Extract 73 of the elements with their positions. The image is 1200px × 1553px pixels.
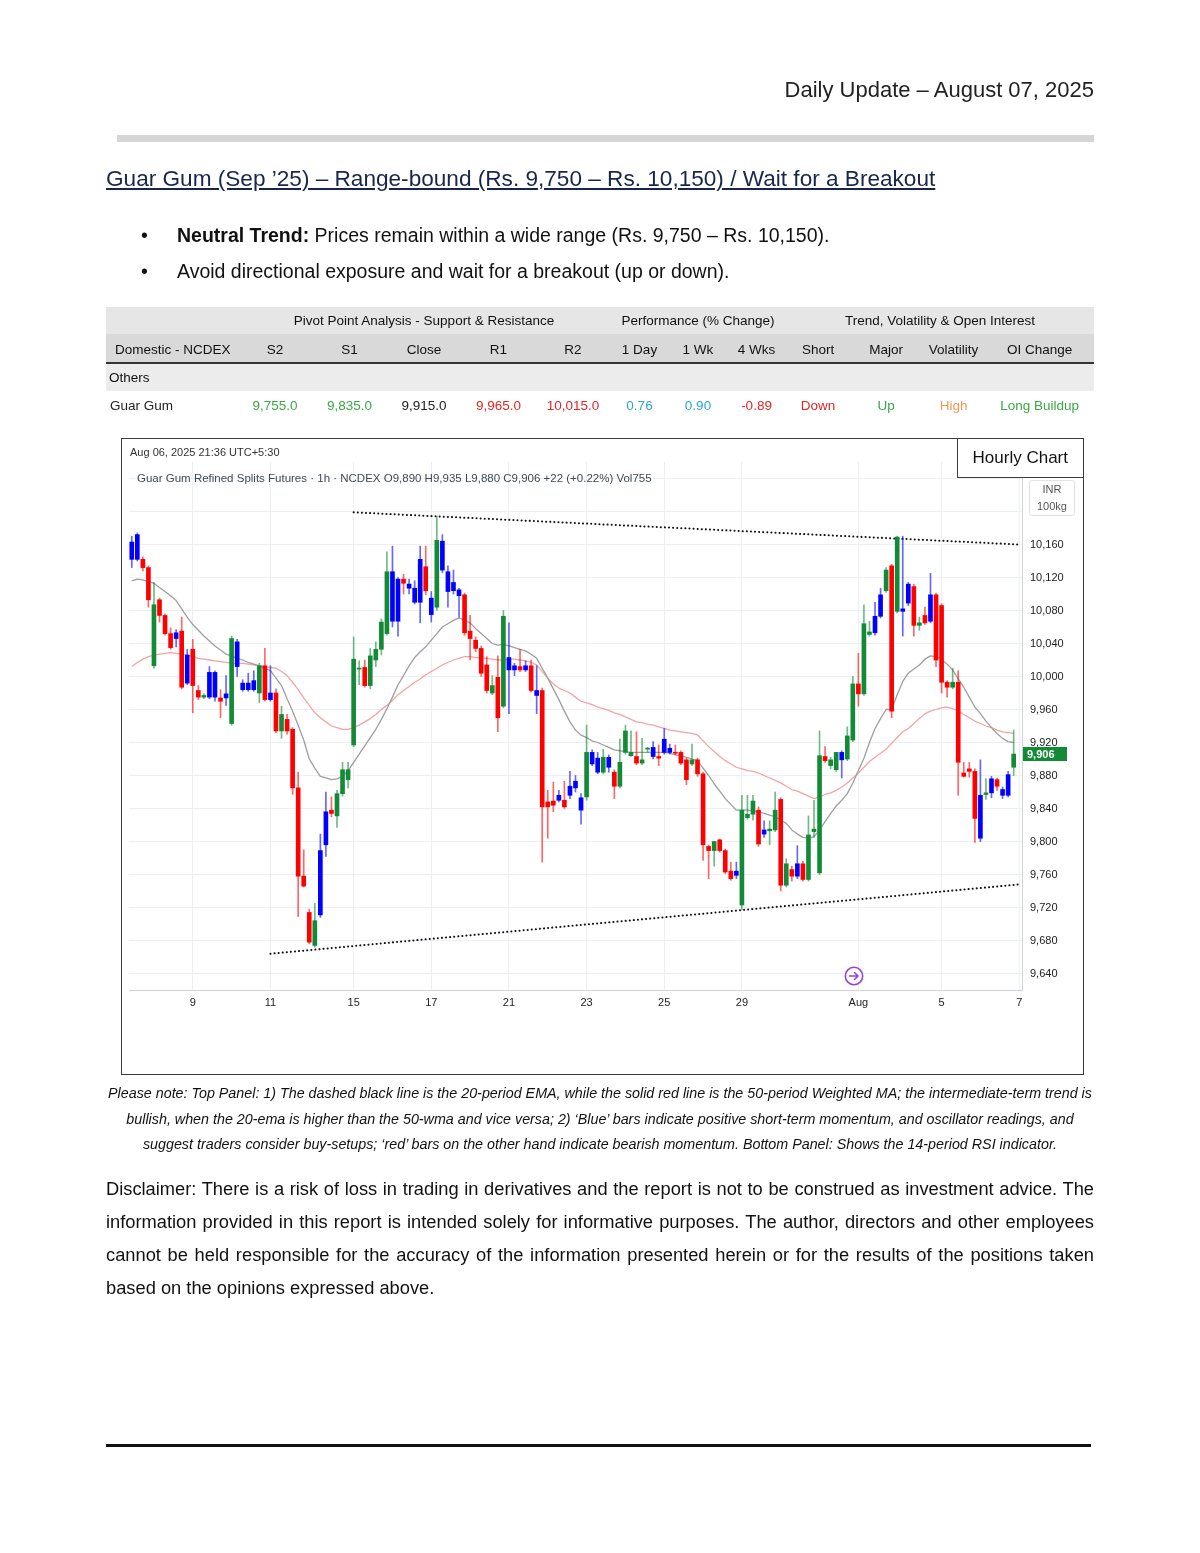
candlestick [689, 743, 695, 766]
y-tick-label: 9,920 [1030, 735, 1058, 748]
x-tick-label: 29 [735, 995, 749, 1008]
text: S1 [340, 340, 359, 359]
text: 9,835.0 [325, 396, 373, 415]
text: 4 Wks [736, 340, 777, 359]
text: • [141, 259, 148, 283]
candlestick [983, 778, 989, 800]
text: Guar Gum Refined Splits Futures · 1h · NCDEX O9,890 H9,935 L9,880 C9,906 +22 (+0.22%) Vol755 [137, 472, 652, 484]
x-tick-label: 17 [425, 995, 438, 1008]
candlestick [900, 535, 906, 637]
text: Domestic - NCDEX [114, 340, 232, 359]
x-tick-label: Aug [848, 995, 869, 1008]
text: Long Buildup [999, 396, 1080, 415]
text: 10,015.0 [545, 396, 601, 415]
text: Major [868, 340, 904, 359]
text: Close [405, 340, 443, 359]
y-tick-label: 9,880 [1030, 768, 1058, 781]
text: 9,755.0 [251, 396, 299, 415]
x-tick-label: 21 [502, 995, 516, 1008]
x-tick-label: 7 [1016, 995, 1023, 1008]
text: Please note: Top Panel: 1) The dashed black line is the 20-period EMA, while the solid red line is the 50-period Weighted MA; the intermediate-term trend is bullish, when the 20-ema is higher than the 50-wma and vice versa; 2) ‘Blue’ bars indicate positive short-term momentum, and oscillator readings, and suggest traders consider buy-setups; ‘red’ bars on the other hand indicate bearish momentum. Bottom Panel: Shows the 14-period RSI indicator. [107, 1084, 1093, 1154]
y-tick-label: 10,040 [1030, 636, 1064, 649]
text: Neutral Trend: Prices remain within a wide range (Rs. 9,750 – Rs. 10,150). [177, 224, 830, 246]
x-tick-label: 23 [580, 995, 593, 1008]
text: Up [876, 396, 896, 415]
text: 9,915.0 [400, 396, 448, 415]
text: High [938, 396, 969, 415]
text: R1 [488, 340, 509, 359]
text: S2 [265, 340, 285, 359]
y-tick-label: 10,120 [1030, 570, 1064, 583]
text: Short [800, 340, 836, 359]
y-tick-label: 9,840 [1030, 801, 1058, 814]
text: Guar Gum [109, 396, 175, 415]
candlestick [534, 665, 539, 714]
candlestick [656, 744, 662, 766]
text: Disclaimer: There is a risk of loss in trading in derivatives and the report is not to be construed as investment advice. The information provided in this report is intended solely for informative purposes. The author, directors and other employees cannot be held responsible for the accuracy of the information presented herein or for the results of the positions taken based on the opinions expressed above. [106, 1177, 1094, 1300]
y-tick-label: 10,160 [1030, 537, 1064, 550]
y-tick-label: 9,760 [1030, 867, 1058, 880]
text: -0.89 [740, 396, 773, 415]
x-tick-label: 9 [189, 995, 196, 1008]
candlestick [223, 675, 229, 706]
x-tick-label: 11 [264, 995, 277, 1008]
text: 0.90 [683, 396, 713, 415]
text: Performance (% Change) [620, 312, 776, 330]
text: OI Change [1005, 340, 1074, 359]
text: 9,906 [1027, 747, 1055, 760]
text: • [141, 223, 148, 247]
text: Aug 06, 2025 21:36 UTC+5:30 [130, 446, 280, 458]
y-tick-label: 10,080 [1030, 603, 1064, 616]
text: Pivot Point Analysis - Support & Resistance [292, 312, 556, 330]
text: Volatility [927, 340, 980, 359]
chart-title: Hourly Chart [956, 438, 1084, 478]
y-axis-title: INR 100kg [1029, 480, 1075, 516]
text: 0.76 [625, 396, 654, 415]
text: 9,965.0 [474, 396, 522, 415]
text: Daily Update – August 07, 2025 [784, 77, 1094, 103]
text: 1 Wk [681, 340, 715, 359]
text: Guar Gum (Sep ’25) – Range-bound (Rs. 9,750 – Rs. 10,150) / Wait for a Breakout [106, 166, 936, 192]
y-tick-label: 9,720 [1030, 900, 1058, 913]
y-tick-label: 10,000 [1030, 669, 1064, 682]
x-tick-label: 15 [347, 995, 360, 1008]
text: Trend, Volatility & Open Interest [844, 312, 1037, 330]
y-tick-label: 9,680 [1030, 933, 1058, 946]
y-tick-label: 9,960 [1030, 702, 1058, 715]
text: Avoid directional exposure and wait for a breakout (up or down). [177, 260, 730, 282]
text: Down [799, 396, 837, 415]
x-tick-label: 5 [938, 995, 945, 1008]
x-tick-label: 25 [658, 995, 671, 1008]
text: 1 Day [620, 340, 659, 359]
y-tick-label: 9,800 [1030, 834, 1058, 847]
text: R2 [563, 340, 583, 359]
y-tick-label: 9,640 [1030, 966, 1058, 979]
